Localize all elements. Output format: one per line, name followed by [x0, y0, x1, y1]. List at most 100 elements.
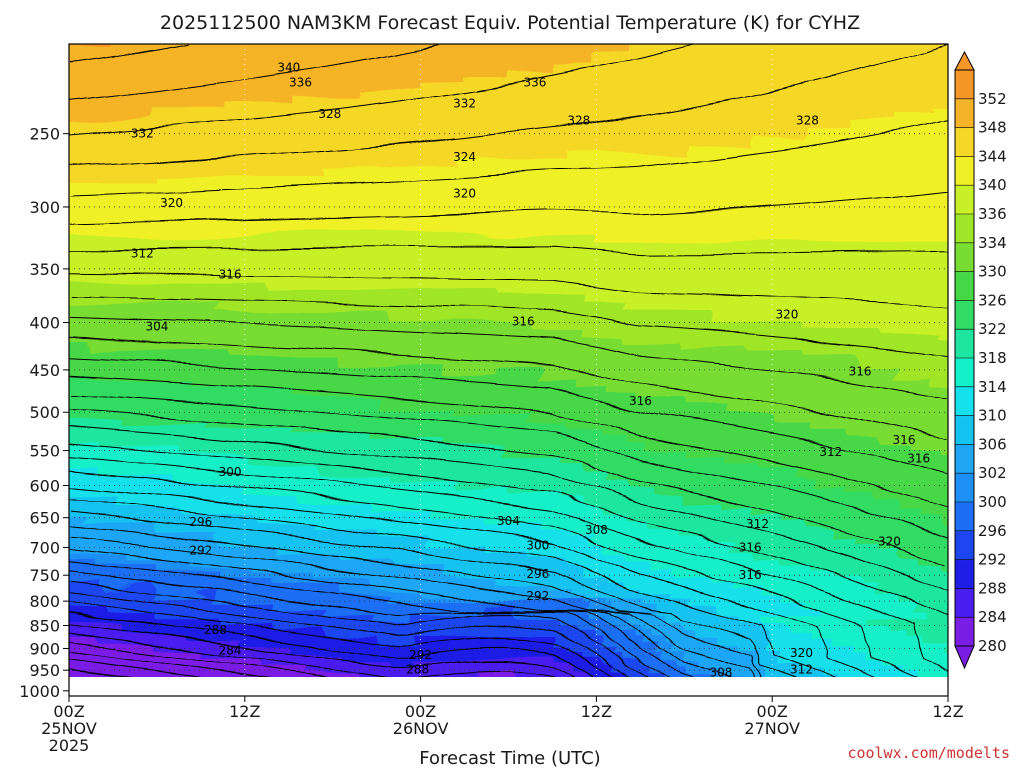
colorbar-tick-label: 302: [978, 464, 1007, 482]
contour-line: [69, 44, 443, 102]
field-cells: [69, 44, 948, 677]
contour-line: [69, 613, 595, 677]
y-tick-label: 850: [29, 617, 60, 636]
field-cell: [69, 674, 359, 677]
y-tick-label: 600: [29, 477, 60, 496]
colorbar-tick-label: 284: [978, 608, 1007, 626]
colorbar-tick-label: 336: [978, 205, 1007, 223]
colorbar-swatch: [955, 329, 974, 359]
field-cell: [569, 667, 608, 677]
contour-label: 332: [131, 127, 154, 141]
colorbar-tick-label: 334: [978, 234, 1007, 252]
contour-line: [69, 456, 948, 672]
contour-label: 316: [629, 394, 652, 408]
x-tick-label: 00Z: [757, 702, 788, 721]
colorbar-swatch: [955, 588, 974, 618]
colorbar-tick-label: 318: [978, 349, 1007, 367]
colorbar-tick-label: 344: [978, 147, 1007, 165]
y-tick-label: 300: [29, 198, 60, 217]
contour-line: [69, 295, 948, 356]
contour-label: 304: [497, 514, 520, 528]
colorbar-tick-label: 330: [978, 263, 1007, 281]
contour-line: [69, 44, 696, 137]
contour-label: 316: [512, 315, 535, 329]
contour-label: 296: [526, 567, 549, 581]
contour-line: [69, 603, 613, 677]
credit-text: coolwx.com/modelts: [847, 744, 1010, 762]
colorbar-swatch: [955, 444, 974, 474]
colorbar-swatch: [955, 271, 974, 301]
contour-line: [69, 375, 948, 509]
contour-label: 312: [746, 517, 769, 531]
contour-line: [69, 189, 948, 225]
contour-line: [69, 392, 948, 539]
field-cell: [765, 667, 827, 677]
field-cell: [803, 660, 888, 677]
contour-line: [69, 441, 948, 618]
contour-line: [69, 316, 948, 400]
x-tick-label: 25NOV: [41, 719, 97, 738]
contour-line: [69, 425, 948, 594]
contour-line: [69, 632, 554, 677]
contour-lines: [69, 44, 948, 677]
contour-label: 304: [145, 320, 168, 334]
contour-line: [69, 498, 836, 677]
contour-label: 316: [739, 541, 762, 555]
x-axis-label: Forecast Time (UTC): [419, 748, 600, 768]
contour-label: 288: [204, 623, 227, 637]
colorbar-max-arrow: [954, 50, 975, 71]
contour-label: 332: [453, 97, 476, 111]
contour-line: [69, 337, 948, 440]
field-cell: [644, 667, 684, 677]
field-cell: [259, 660, 389, 677]
contour-line: [69, 642, 326, 677]
contour-label: 292: [189, 543, 212, 557]
y-tick-label: 250: [29, 125, 60, 144]
colorbar-tick-label: 326: [978, 291, 1007, 309]
field-cell: [621, 674, 661, 677]
y-tick-label: 750: [29, 566, 60, 585]
x-tick-label: 27NOV: [744, 719, 800, 738]
contour-label: 316: [739, 568, 762, 582]
y-tick-label: 800: [29, 592, 60, 611]
colorbar-swatch: [955, 300, 974, 330]
contour-line: [69, 571, 668, 677]
colorbar-swatch: [955, 530, 974, 561]
y-tick-label: 500: [29, 403, 60, 422]
contour-line: [69, 548, 732, 677]
x-tick-label: 2025: [49, 736, 90, 755]
contour-label: 316: [219, 268, 242, 282]
colorbar-swatch: [955, 386, 974, 417]
y-tick-label: 550: [29, 442, 60, 461]
colorbar-swatch: [955, 214, 974, 244]
contour-line: [69, 485, 878, 677]
contour-line: [69, 669, 130, 677]
colorbar-swatch: [955, 70, 974, 100]
colorbar-swatch: [955, 358, 974, 388]
field-cell: [765, 674, 843, 677]
contour-line: [69, 44, 948, 168]
field-cell: [742, 674, 767, 677]
colorbar-swatch: [955, 98, 974, 129]
colorbar-min-arrow: [954, 645, 975, 670]
contour-line: [69, 560, 690, 677]
contour-label: 320: [160, 196, 183, 210]
x-tick-label: 12Z: [932, 702, 963, 721]
colorbar-tick-label: 352: [978, 90, 1007, 108]
contour-line: [69, 356, 948, 476]
colorbar-tick-label: 280: [978, 637, 1007, 655]
contour-label: 328: [567, 114, 590, 128]
contour-label: 328: [318, 107, 341, 121]
contour-label: 320: [878, 535, 901, 549]
contour-label: 292: [409, 648, 432, 662]
contour-label: 340: [277, 60, 300, 74]
colorbar-swatch: [955, 242, 974, 273]
contour-label: 316: [907, 452, 930, 466]
contour-label: 320: [775, 307, 798, 321]
contour-label: 320: [790, 646, 813, 660]
field-cell: [841, 674, 926, 677]
field-cell: [470, 674, 510, 677]
field-cell: [720, 667, 767, 677]
